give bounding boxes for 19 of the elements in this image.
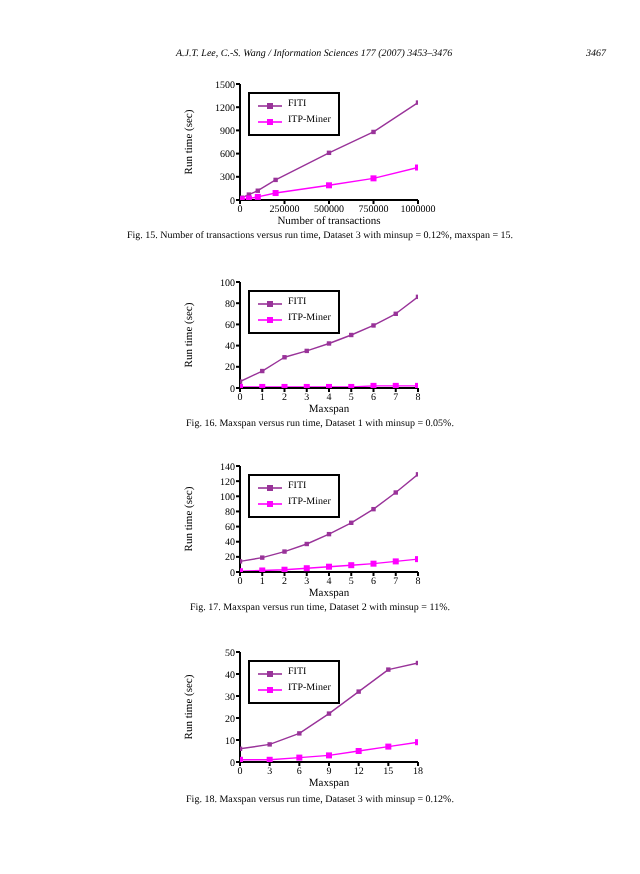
point [348, 562, 355, 569]
line-series [240, 472, 418, 564]
line-series [240, 660, 418, 751]
point [272, 190, 279, 197]
point [303, 565, 310, 572]
point [254, 193, 261, 200]
point [355, 748, 362, 754]
point [392, 558, 399, 565]
point [326, 182, 332, 189]
point [281, 566, 288, 572]
point [370, 175, 377, 182]
point [370, 382, 377, 388]
point [326, 752, 332, 759]
point [370, 560, 377, 567]
point [266, 756, 273, 762]
point [296, 754, 303, 761]
point [392, 382, 399, 388]
point [326, 563, 332, 570]
point [385, 743, 392, 750]
